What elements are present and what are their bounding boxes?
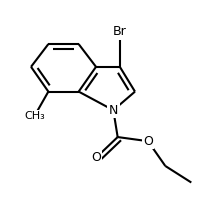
Text: Br: Br <box>113 25 127 38</box>
Text: O: O <box>91 151 101 164</box>
Text: CH₃: CH₃ <box>24 111 45 121</box>
Text: O: O <box>143 135 153 148</box>
Text: N: N <box>109 104 118 117</box>
